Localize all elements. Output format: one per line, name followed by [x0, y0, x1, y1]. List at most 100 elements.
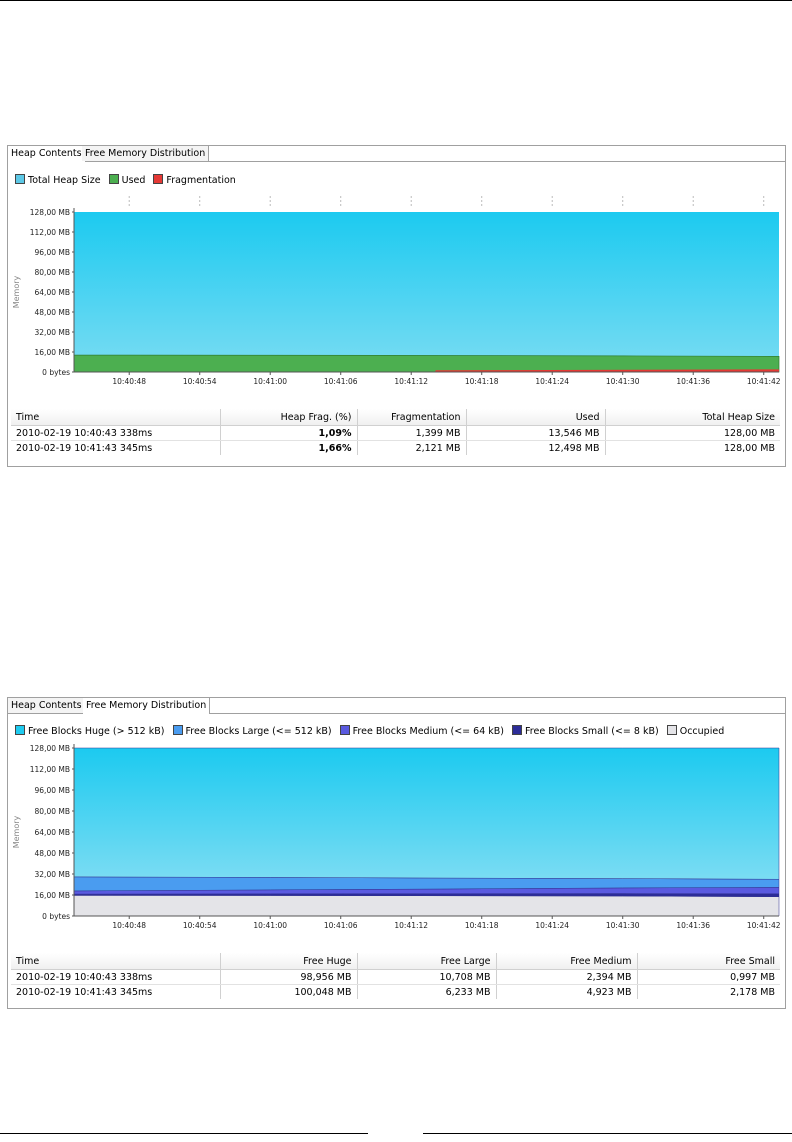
table-row[interactable]: 2010-02-19 10:40:43 338ms 98,956 MB 10,7…	[11, 969, 780, 985]
y-tick-label: 0 bytes	[42, 368, 70, 377]
x-tick-label: 10:41:06	[324, 921, 358, 930]
tab-free-memory-distribution[interactable]: Free Memory Distribution	[83, 698, 211, 714]
cell-fragmentation: 2,121 MB	[357, 440, 467, 455]
table-header-row: Time Free Huge Free Large Free Medium Fr…	[11, 953, 780, 970]
legend-label: Fragmentation	[166, 175, 236, 186]
cell-free-large: 6,233 MB	[357, 984, 497, 999]
cell-total-heap-size: 128,00 MB	[605, 425, 780, 441]
x-tick-label: 10:40:54	[183, 377, 217, 386]
free-memory-table: Time Free Huge Free Large Free Medium Fr…	[11, 953, 780, 999]
y-tick-label: 64,00 MB	[35, 828, 70, 837]
x-tick-label: 10:41:42	[747, 921, 781, 930]
y-tick-label: 80,00 MB	[35, 268, 70, 277]
legend-item[interactable]: Fragmentation	[153, 174, 236, 186]
column-header-used[interactable]: Used	[466, 409, 606, 426]
legend-label: Free Blocks Medium (<= 64 kB)	[352, 726, 504, 737]
y-tick-label: 0 bytes	[42, 912, 70, 921]
legend-label: Used	[121, 175, 146, 186]
cell-free-small: 0,997 MB	[637, 969, 780, 985]
chart-legend: Total Heap Size Used Fragmentation	[15, 174, 241, 186]
cell-free-huge: 100,048 MB	[220, 984, 358, 999]
y-tick-label: 128,00 MB	[30, 208, 70, 217]
series-area	[74, 212, 779, 372]
cell-free-large: 10,708 MB	[357, 969, 497, 985]
y-axis-label: Memory	[12, 815, 21, 848]
free-memory-distribution-panel: Heap Contents Free Memory Distribution F…	[7, 697, 786, 1009]
legend-label: Occupied	[679, 726, 725, 737]
legend-swatch	[15, 725, 25, 735]
legend-item[interactable]: Free Blocks Medium (<= 64 kB)	[339, 725, 504, 737]
y-axis-label: Memory	[12, 275, 21, 308]
legend-swatch	[108, 174, 119, 184]
cell-heap-frag: 1,66%	[220, 440, 358, 455]
cell-used: 13,546 MB	[466, 425, 606, 441]
x-tick-label: 10:41:18	[465, 377, 499, 386]
column-header-free-small[interactable]: Free Small	[637, 953, 780, 970]
cell-free-huge: 98,956 MB	[220, 969, 358, 985]
cell-used: 12,498 MB	[466, 440, 606, 455]
y-tick-label: 96,00 MB	[35, 248, 70, 257]
legend-swatch	[172, 725, 183, 735]
column-header-free-large[interactable]: Free Large	[357, 953, 497, 970]
legend-item[interactable]: Occupied	[666, 725, 725, 737]
heap-contents-table: Time Heap Frag. (%) Fragmentation Used T…	[11, 409, 780, 455]
x-tick-label: 10:41:36	[676, 377, 710, 386]
x-tick-label: 10:41:42	[747, 377, 781, 386]
column-header-time[interactable]: Time	[11, 953, 221, 970]
cell-time: 2010-02-19 10:40:43 338ms	[11, 425, 221, 441]
series-area	[74, 369, 779, 372]
y-tick-label: 80,00 MB	[35, 807, 70, 816]
y-tick-label: 32,00 MB	[35, 870, 70, 879]
table-row[interactable]: 2010-02-19 10:40:43 338ms 1,09% 1,399 MB…	[11, 425, 780, 441]
table-row[interactable]: 2010-02-19 10:41:43 345ms 1,66% 2,121 MB…	[11, 440, 780, 455]
legend-item[interactable]: Free Blocks Large (<= 512 kB)	[172, 725, 332, 737]
tab-free-memory-distribution[interactable]: Free Memory Distribution	[82, 146, 210, 161]
column-header-total-heap-size[interactable]: Total Heap Size	[605, 409, 780, 426]
y-tick-label: 32,00 MB	[35, 328, 70, 337]
footer-rule-right	[423, 1133, 792, 1134]
series-area	[73, 354, 780, 373]
x-tick-label: 10:41:00	[253, 377, 287, 386]
x-tick-label: 10:41:24	[535, 921, 569, 930]
footer-rule-left	[0, 1133, 368, 1134]
x-tick-label: 10:41:18	[465, 921, 499, 930]
tab-heap-contents[interactable]: Heap Contents	[8, 698, 86, 713]
cell-free-small: 2,178 MB	[730, 986, 775, 998]
tab-bar: Heap Contents Free Memory Distribution	[8, 146, 785, 162]
cell-time: 2010-02-19 10:41:43 345ms	[11, 984, 221, 999]
legend-swatch	[339, 725, 350, 735]
heap-contents-chart[interactable]: Memory 0 bytes 16,00 MB 32,00 MB 48,00 MB 64,…	[8, 194, 785, 404]
y-tick-label: 48,00 MB	[35, 308, 70, 317]
y-tick-label: 112,00 MB	[30, 228, 70, 237]
legend-swatch	[153, 174, 164, 184]
legend-swatch	[666, 725, 677, 735]
tab-heap-contents[interactable]: Heap Contents	[8, 146, 86, 162]
y-tick-label: 112,00 MB	[30, 765, 70, 774]
x-tick-label: 10:41:06	[324, 377, 358, 386]
legend-item[interactable]: Used	[108, 174, 146, 186]
y-tick-label: 48,00 MB	[35, 849, 70, 858]
cell-total-heap-size: 128,00 MB	[724, 442, 775, 454]
cell-time: 2010-02-19 10:40:43 338ms	[11, 969, 221, 985]
column-header-free-medium[interactable]: Free Medium	[496, 953, 638, 970]
x-tick-label: 10:41:30	[606, 377, 640, 386]
cell-fragmentation: 1,399 MB	[357, 425, 467, 441]
free-memory-distribution-chart[interactable]: Memory 0 bytes 16,00 MB 32,00 MB 48,00 MB 64,…	[8, 743, 785, 943]
x-tick-label: 10:41:12	[394, 921, 428, 930]
y-tick-label: 16,00 MB	[35, 891, 70, 900]
column-header-fragmentation[interactable]: Fragmentation	[357, 409, 467, 426]
x-tick-label: 10:40:54	[183, 921, 217, 930]
column-header-free-huge[interactable]: Free Huge	[220, 953, 358, 970]
x-tick-label: 10:41:24	[535, 377, 569, 386]
x-tick-label: 10:40:48	[112, 921, 146, 930]
column-header-time[interactable]: Time	[11, 409, 221, 426]
legend-item[interactable]: Free Blocks Huge (> 512 kB)	[15, 725, 164, 737]
tab-bar: Heap Contents Free Memory Distribution	[8, 698, 785, 714]
legend-item[interactable]: Total Heap Size	[15, 174, 101, 186]
top-rule	[0, 0, 792, 1]
table-row[interactable]: 2010-02-19 10:41:43 345ms 100,048 MB 6,2…	[11, 984, 780, 999]
column-header-heap-frag[interactable]: Heap Frag. (%)	[220, 409, 358, 426]
legend-item[interactable]: Free Blocks Small (<= 8 kB)	[512, 725, 659, 737]
cell-free-medium: 2,394 MB	[496, 969, 638, 985]
x-tick-label: 10:41:00	[253, 921, 287, 930]
